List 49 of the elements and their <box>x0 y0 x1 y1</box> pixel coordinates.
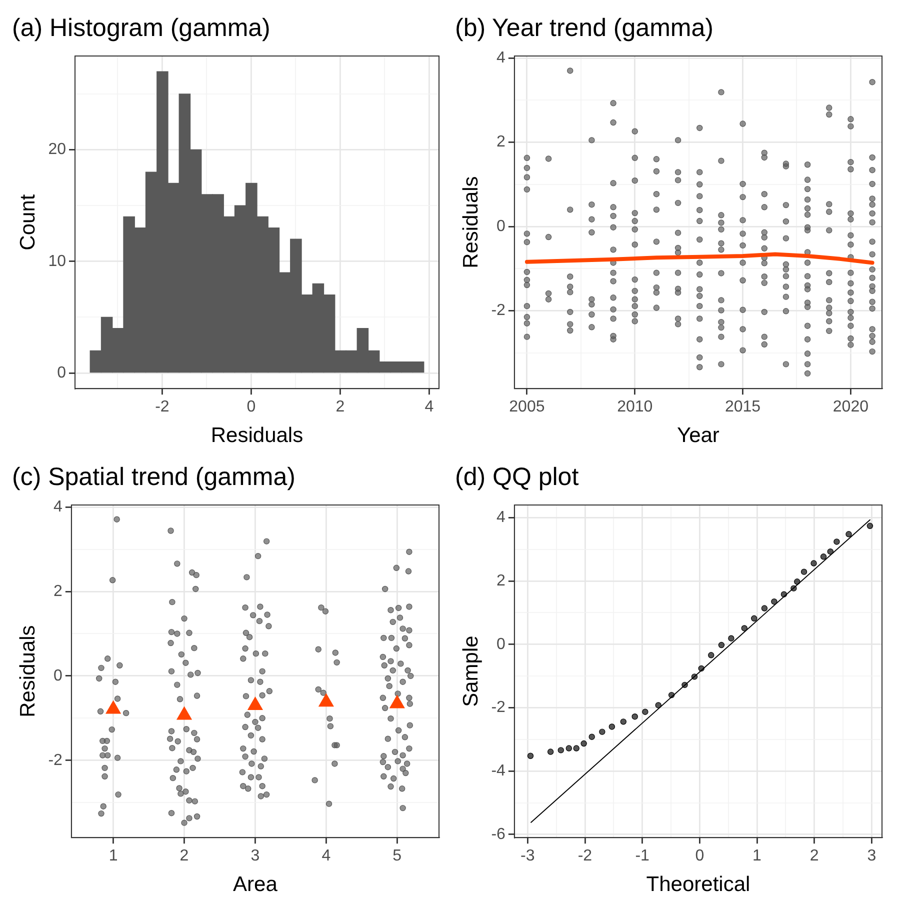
y-tick-label: -2 <box>491 302 506 320</box>
x-tick-label: -1 <box>635 848 650 865</box>
x-tick-label: 4 <box>322 848 331 865</box>
chart-title: (a) Histogram (gamma) <box>12 14 270 42</box>
y-axis-title: Residuals <box>459 176 482 268</box>
y-tick-label: 0 <box>496 636 506 653</box>
y-tick-label: 10 <box>48 252 66 270</box>
y-axis-title: Residuals <box>16 625 40 718</box>
y-tick-label: 4 <box>496 50 506 67</box>
x-tick-label: -3 <box>520 848 535 865</box>
x-tick-label: 2 <box>810 848 819 865</box>
x-tick-label: 4 <box>424 398 434 416</box>
x-tick-label: 3 <box>250 848 260 865</box>
y-tick-label: 0 <box>54 667 63 684</box>
y-tick-label: 20 <box>48 141 66 158</box>
y-tick-label: 4 <box>54 498 63 516</box>
y-tick-label: 4 <box>496 509 506 526</box>
chart-title: (c) Spatial trend (gamma) <box>12 462 296 491</box>
chart-title: (b) Year trend (gamma) <box>455 14 714 42</box>
x-tick-label: 0 <box>695 848 704 865</box>
x-axis-title: Year <box>676 424 720 448</box>
x-tick-label: -2 <box>155 398 170 416</box>
y-tick-label: 2 <box>54 582 63 600</box>
chart-title: (d) QQ plot <box>455 462 579 491</box>
x-tick-label: 3 <box>867 848 876 865</box>
y-tick-label: -6 <box>491 826 506 843</box>
y-axis-title: Count <box>16 194 40 250</box>
x-tick-label: 2010 <box>617 398 653 416</box>
x-tick-label: 5 <box>392 848 402 865</box>
y-tick-label: 2 <box>496 572 506 590</box>
y-tick-label: 0 <box>57 364 66 382</box>
x-tick-label: -2 <box>578 848 592 865</box>
x-tick-label: 2015 <box>724 398 761 416</box>
y-tick-label: -2 <box>48 752 63 769</box>
x-tick-label: 2020 <box>832 398 869 416</box>
y-tick-label: 0 <box>496 218 506 235</box>
x-tick-label: 1 <box>108 848 118 865</box>
y-axis-title: Sample <box>459 636 482 707</box>
x-tick-label: 2 <box>180 848 189 865</box>
x-axis-title: Residuals <box>210 424 304 448</box>
x-tick-label: 2 <box>336 398 345 416</box>
x-tick-label: 0 <box>246 398 256 416</box>
x-tick-label: 1 <box>752 848 762 865</box>
y-tick-label: -2 <box>491 699 506 716</box>
y-tick-label: 2 <box>496 134 506 151</box>
x-axis-title: Theoretical <box>646 873 750 896</box>
y-tick-label: -4 <box>491 762 506 780</box>
x-axis-title: Area <box>233 873 278 896</box>
x-tick-label: 2005 <box>509 398 545 416</box>
